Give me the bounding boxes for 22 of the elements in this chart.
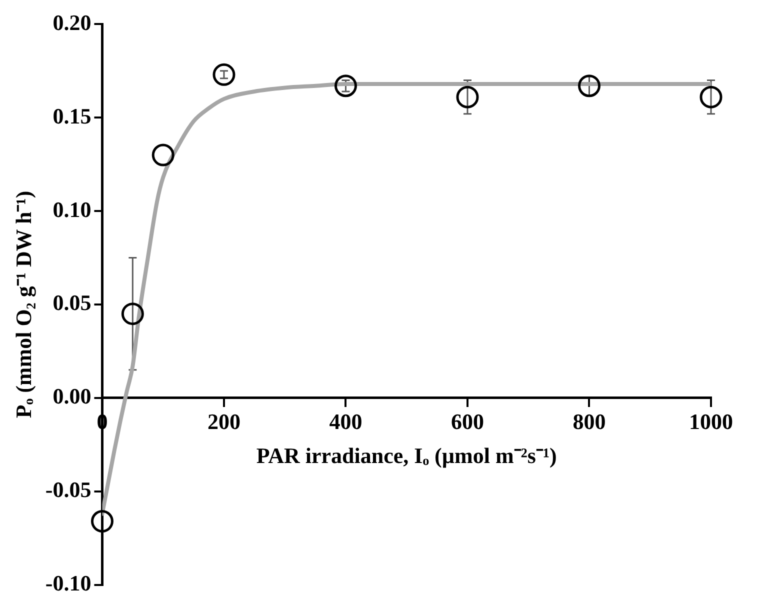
y-tick-label: 0.15 [52, 103, 92, 128]
y-tick-label: 0.00 [52, 384, 92, 409]
x-tick-label: 400 [329, 408, 362, 434]
y-axis-title: Pₒ (mmol O₂ g⁻¹ DW h⁻¹) [10, 190, 36, 418]
point [578, 74, 600, 98]
y-tick-label: -0.05 [45, 477, 92, 502]
x-tick-label: 1000 [689, 408, 733, 434]
point [456, 86, 479, 108]
point [700, 86, 722, 108]
y-tick-label: -0.10 [45, 570, 92, 596]
y-tick-label: 0.20 [52, 10, 92, 35]
x-tick-label: 200 [207, 408, 240, 434]
x-axis-title: PAR irradiance, Iₒ (µmol m⁻²s⁻¹) [256, 443, 557, 468]
y-tick-label: 0.05 [52, 290, 92, 316]
x-tick-label: 600 [450, 408, 484, 434]
point [121, 302, 144, 326]
point [212, 63, 236, 86]
x-tick-label: 800 [572, 408, 606, 434]
point [334, 74, 357, 98]
point [152, 144, 174, 166]
point [90, 510, 114, 533]
y-tick-label: 0.10 [52, 196, 92, 222]
